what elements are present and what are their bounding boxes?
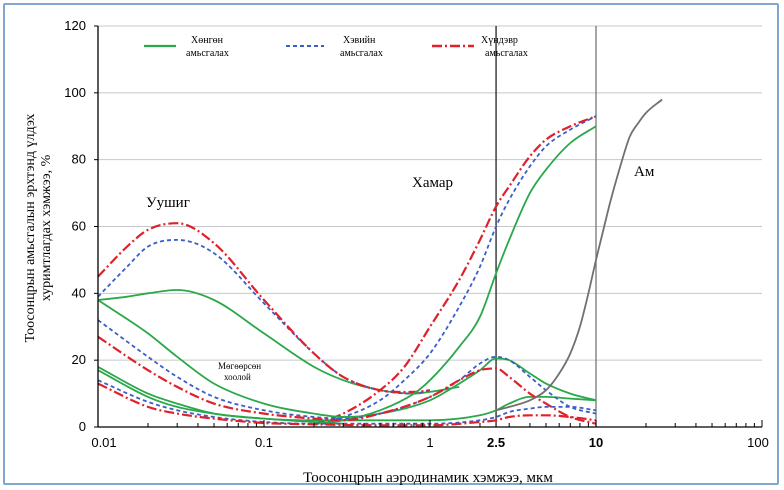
series-line-light-lung-0	[97, 289, 460, 395]
x-axis-title: Тоосонцрын аэродинамик хэмжээ, мкм	[303, 470, 553, 486]
x-tick-label-1: 1	[426, 435, 433, 450]
x-tick-label-2.5: 2.5	[487, 435, 505, 450]
series-line-heavy-lung-2	[97, 222, 431, 394]
region-label-trachea-1: Мөгөөрсөн	[218, 361, 261, 371]
y-tick-label-60: 60	[72, 219, 86, 234]
x-tick-label-0.01: 0.01	[91, 435, 116, 450]
axis-layer: 0 20 40 60 80 100 120 0.01 0.1 1 2.5 10 100	[64, 18, 769, 450]
x-tick-label-100: 100	[747, 435, 769, 450]
region-label-lung: Уушиг	[146, 195, 190, 211]
y-tick-label-0: 0	[79, 419, 86, 434]
y-tick-label-40: 40	[72, 285, 86, 300]
y-axis-title: Тоосонцрын амьсгалын эрхтэнд үлдэх хурим…	[23, 114, 54, 343]
legend-label-normal-2: амьсгалах	[340, 48, 383, 59]
series-line-normal-nose-4	[313, 115, 597, 425]
series-line-mouth-mouth-13	[495, 98, 663, 412]
region-label-nose: Хамар	[412, 175, 453, 191]
y-tick-label-100: 100	[64, 85, 86, 100]
grid-layer	[98, 25, 762, 427]
y-tick-label-120: 120	[64, 18, 86, 33]
legend-label-light-2: амьсгалах	[186, 48, 229, 59]
x-tick-label-0.1: 0.1	[255, 435, 273, 450]
chart-frame	[3, 3, 779, 485]
series-line-normal-lung-1	[97, 239, 431, 395]
legend-label-heavy-2: амьсгалах	[485, 48, 528, 59]
legend-label-light-1: Хөнгөн	[191, 35, 224, 46]
region-label-mouth: Ам	[634, 164, 655, 180]
series-line-light-nose-3	[313, 125, 597, 425]
y-axis-title-line2: хуримтлагдах хэмжээ, %	[39, 154, 54, 301]
legend-label-heavy-1: Хүндэвр	[481, 35, 518, 46]
series-line-heavy-nose-5	[313, 115, 597, 425]
legend: Хөнгөн амьсгалах Хэвийн амьсгалах Хүндэв…	[144, 35, 528, 59]
series-line-heavy-trachea-9	[97, 335, 597, 425]
y-tick-label-20: 20	[72, 352, 86, 367]
y-tick-label-80: 80	[72, 152, 86, 167]
legend-label-normal-1: Хэвийн	[343, 35, 376, 46]
y-axis-title-line1: Тоосонцрын амьсгалын эрхтэнд үлдэх	[23, 114, 38, 343]
region-label-trachea-2: хоолой	[224, 372, 251, 382]
x-tick-label-10: 10	[589, 435, 603, 450]
series-line-light-trachea-6	[97, 299, 597, 418]
series-layer	[97, 98, 663, 427]
series-line-light-trachea-low-10	[97, 369, 344, 425]
